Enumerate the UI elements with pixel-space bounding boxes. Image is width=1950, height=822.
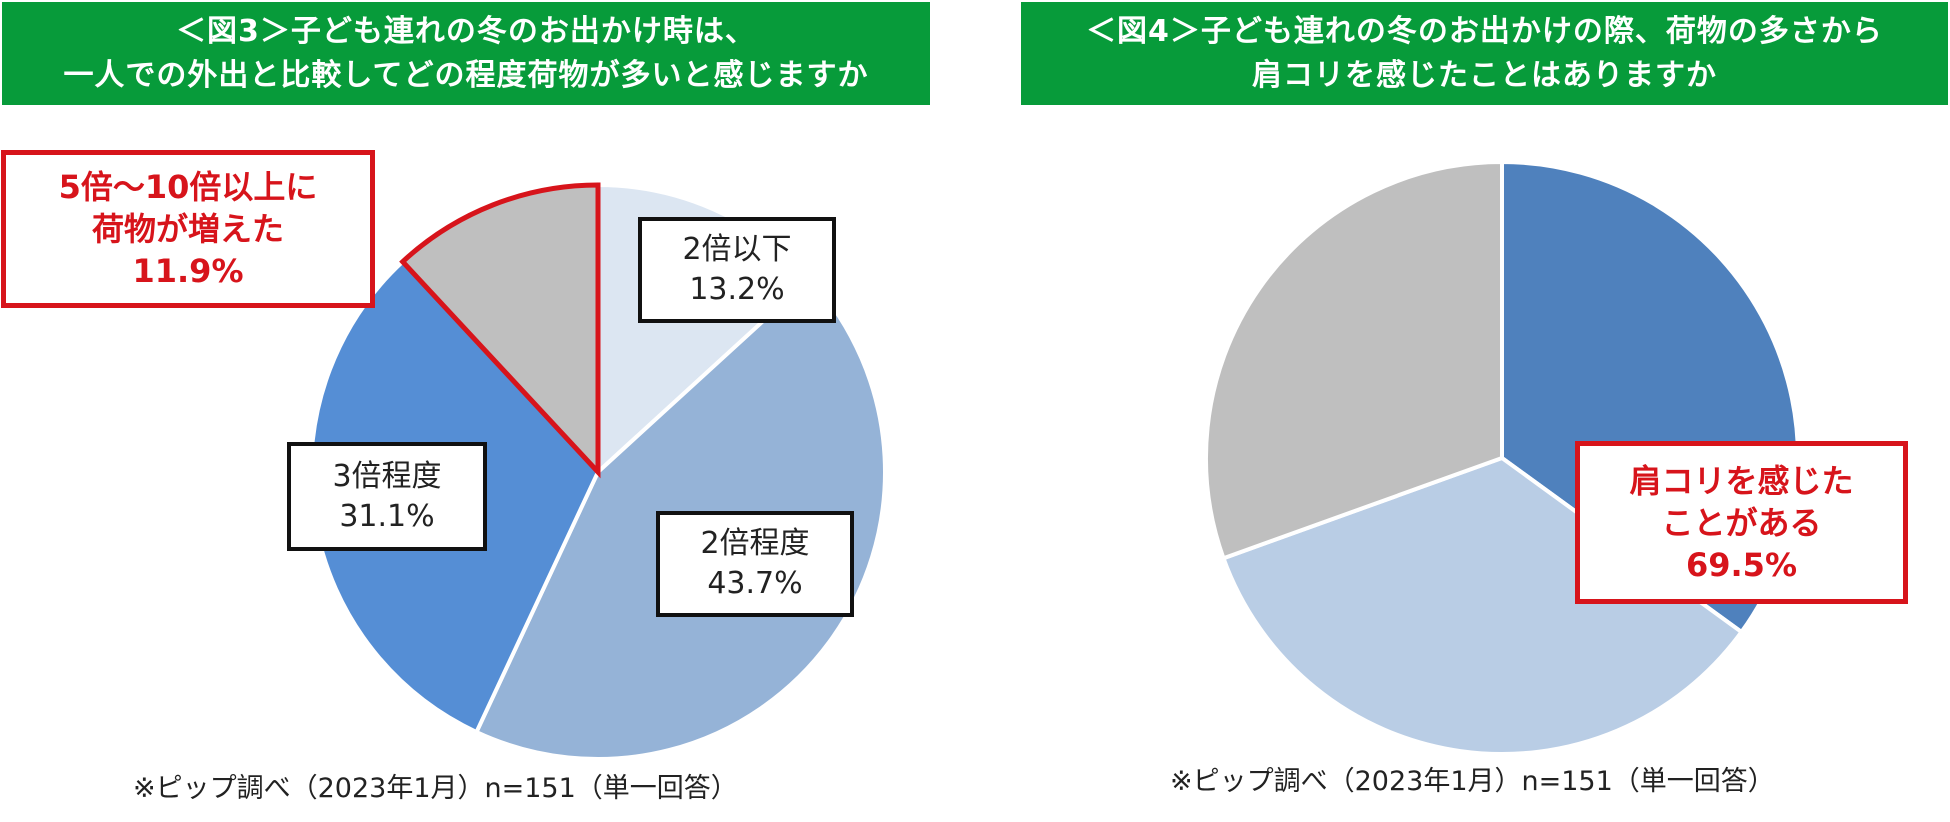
callout-5x-line1: 5倍〜10倍以上に xyxy=(58,168,318,206)
callout-5x-to-10x: 5倍〜10倍以上に 荷物が増えた 11.9% xyxy=(1,150,375,308)
callout-shoulder-line2: ことがある xyxy=(1661,503,1822,542)
callout-shoulder-line1: 肩コリを感じた xyxy=(1629,461,1854,500)
slice-label-2x-or-less: 2倍以下 13.2% xyxy=(638,217,836,323)
slice-label-about-2x-value: 43.7% xyxy=(707,566,803,601)
callout-5x-value: 11.9% xyxy=(132,252,244,290)
survey-note-left: ※ピップ調べ（2023年1月）n=151（単一回答） xyxy=(133,773,738,804)
callout-shoulder-value: 69.5% xyxy=(1685,545,1797,584)
survey-note-right: ※ピップ調べ（2023年1月）n=151（単一回答） xyxy=(1170,766,1775,797)
slice-label-about-3x: 3倍程度 31.1% xyxy=(287,442,487,551)
slice-label-about-2x: 2倍程度 43.7% xyxy=(656,511,854,617)
slice-label-about-3x-name: 3倍程度 xyxy=(332,458,442,494)
callout-5x-line2: 荷物が増えた xyxy=(91,210,284,248)
chart-title-left: ＜図3＞子ども連れの冬のお出かけ時は、 一人での外出と比較してどの程度荷物が多い… xyxy=(2,2,930,105)
slice-label-about-2x-name: 2倍程度 xyxy=(700,526,810,561)
chart-title-left-line2: 一人での外出と比較してどの程度荷物が多いと感じますか xyxy=(63,58,869,93)
slice-label-about-3x-value: 31.1% xyxy=(339,498,435,534)
slice-shoulder-part-c xyxy=(1204,159,1504,561)
callout-shoulder-stiffness: 肩コリを感じた ことがある 69.5% xyxy=(1575,441,1908,604)
chart-title-right-line2: 肩コリを感じたことはありますか xyxy=(1252,58,1717,93)
chart-title-right-line1: ＜図4＞子ども連れの冬のお出かけの際、荷物の多さから xyxy=(1086,14,1883,49)
slice-shoulder-part-b xyxy=(1220,455,1745,756)
slice-label-2x-or-less-value: 13.2% xyxy=(689,272,785,307)
chart-title-left-line1: ＜図3＞子ども連れの冬のお出かけ時は、 xyxy=(176,14,756,49)
slice-label-2x-or-less-name: 2倍以下 xyxy=(682,232,792,267)
chart-title-right: ＜図4＞子ども連れの冬のお出かけの際、荷物の多さから 肩コリを感じたことはありま… xyxy=(1021,2,1948,105)
highlight-outline xyxy=(399,182,601,479)
